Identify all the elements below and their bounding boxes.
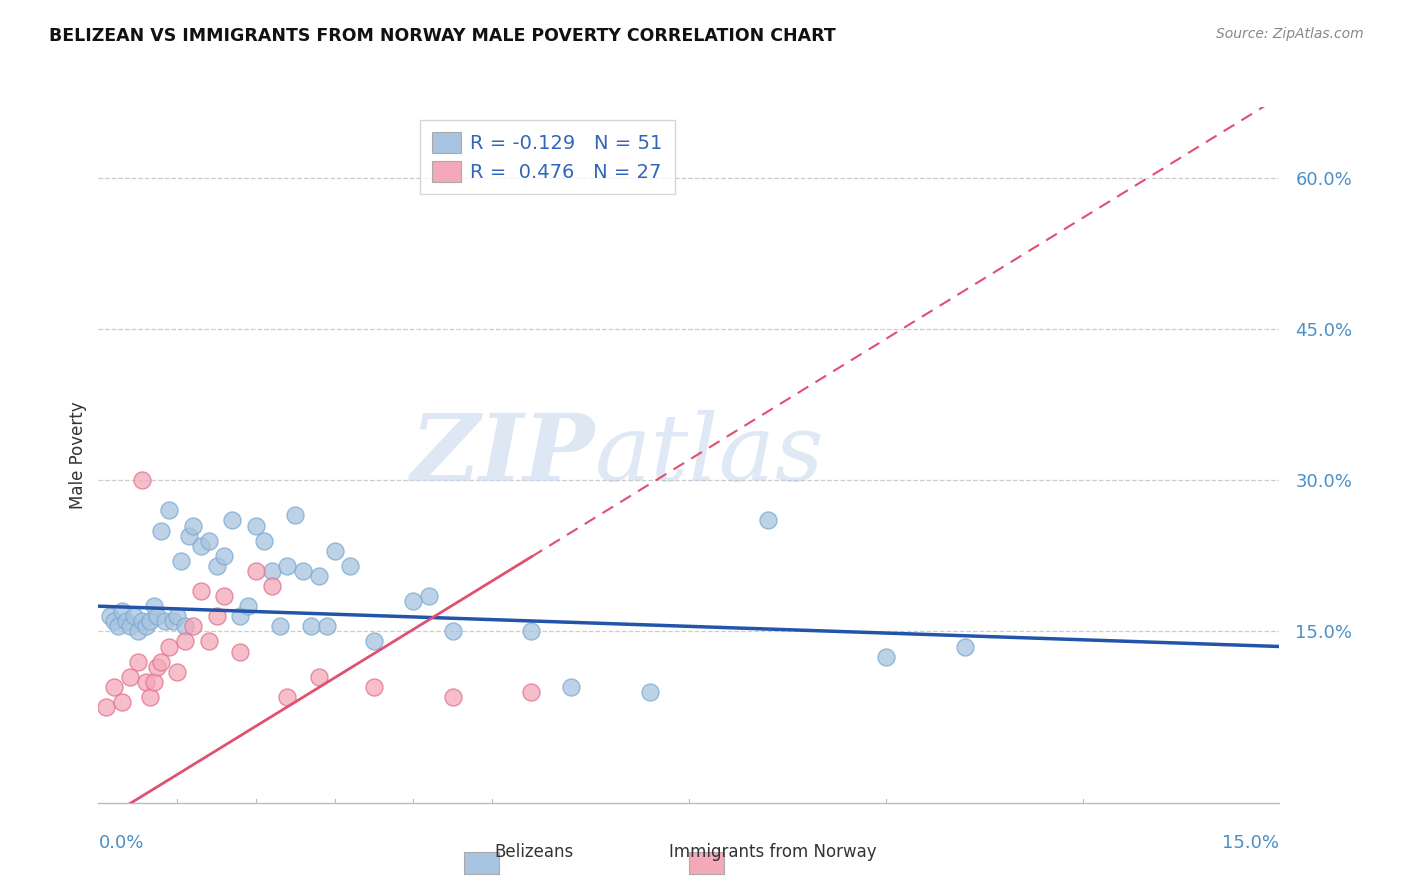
Text: 15.0%: 15.0% bbox=[1222, 834, 1279, 852]
Point bbox=[323, 543, 346, 558]
Point bbox=[402, 594, 425, 608]
Point bbox=[181, 518, 204, 533]
Point bbox=[253, 533, 276, 548]
Point bbox=[229, 609, 252, 624]
Point bbox=[205, 558, 228, 573]
Point bbox=[520, 685, 543, 699]
Point bbox=[441, 690, 464, 704]
Point bbox=[418, 589, 440, 603]
Text: Source: ZipAtlas.com: Source: ZipAtlas.com bbox=[1216, 27, 1364, 41]
Point bbox=[190, 584, 212, 599]
Point bbox=[98, 609, 121, 624]
Point bbox=[131, 615, 153, 629]
Text: atlas: atlas bbox=[595, 410, 824, 500]
Point bbox=[245, 564, 267, 578]
Point bbox=[135, 674, 157, 689]
Point bbox=[118, 619, 141, 633]
Point bbox=[292, 564, 315, 578]
Point bbox=[111, 604, 134, 618]
Point bbox=[205, 609, 228, 624]
Point bbox=[190, 539, 212, 553]
Point bbox=[138, 615, 160, 629]
Point bbox=[197, 634, 219, 648]
Point bbox=[150, 655, 173, 669]
Point bbox=[157, 640, 180, 654]
Point bbox=[363, 680, 385, 694]
Point bbox=[157, 503, 180, 517]
Point bbox=[520, 624, 543, 639]
Point bbox=[276, 558, 298, 573]
Point bbox=[127, 624, 149, 639]
Point bbox=[181, 619, 204, 633]
Point bbox=[363, 634, 385, 648]
Point bbox=[118, 670, 141, 684]
Point bbox=[260, 579, 283, 593]
Point bbox=[308, 569, 330, 583]
Point bbox=[122, 609, 145, 624]
Text: ZIP: ZIP bbox=[411, 410, 595, 500]
Point bbox=[638, 685, 661, 699]
Point bbox=[299, 619, 322, 633]
Text: Belizeans: Belizeans bbox=[495, 843, 574, 861]
Point bbox=[284, 508, 307, 523]
Point bbox=[170, 554, 193, 568]
Point bbox=[339, 558, 361, 573]
Point bbox=[308, 670, 330, 684]
Point bbox=[142, 599, 165, 614]
Point bbox=[135, 619, 157, 633]
Point bbox=[115, 615, 138, 629]
Point bbox=[560, 680, 582, 694]
Point bbox=[177, 528, 200, 542]
Text: 0.0%: 0.0% bbox=[98, 834, 143, 852]
Point bbox=[315, 619, 337, 633]
Point bbox=[245, 518, 267, 533]
Point bbox=[174, 634, 197, 648]
Point bbox=[441, 624, 464, 639]
Point bbox=[756, 513, 779, 527]
Text: Immigrants from Norway: Immigrants from Norway bbox=[669, 843, 877, 861]
Point bbox=[111, 695, 134, 709]
Point bbox=[103, 615, 125, 629]
Point bbox=[166, 609, 188, 624]
Point bbox=[197, 533, 219, 548]
Y-axis label: Male Poverty: Male Poverty bbox=[69, 401, 87, 508]
Point bbox=[276, 690, 298, 704]
Point bbox=[103, 680, 125, 694]
Point bbox=[236, 599, 259, 614]
Point bbox=[229, 644, 252, 658]
Point bbox=[214, 549, 236, 563]
Point bbox=[174, 619, 197, 633]
Point bbox=[96, 700, 118, 714]
Point bbox=[142, 674, 165, 689]
Point bbox=[150, 524, 173, 538]
Point bbox=[260, 564, 283, 578]
Point bbox=[146, 609, 169, 624]
Point bbox=[155, 615, 177, 629]
Point bbox=[166, 665, 188, 679]
Point bbox=[953, 640, 976, 654]
Point bbox=[146, 659, 169, 673]
Point bbox=[138, 690, 160, 704]
Point bbox=[127, 655, 149, 669]
Legend: R = -0.129   N = 51, R =  0.476   N = 27: R = -0.129 N = 51, R = 0.476 N = 27 bbox=[420, 120, 675, 194]
Point bbox=[107, 619, 129, 633]
Text: BELIZEAN VS IMMIGRANTS FROM NORWAY MALE POVERTY CORRELATION CHART: BELIZEAN VS IMMIGRANTS FROM NORWAY MALE … bbox=[49, 27, 837, 45]
Point bbox=[214, 589, 236, 603]
Point bbox=[221, 513, 243, 527]
Point bbox=[162, 615, 184, 629]
Point bbox=[131, 473, 153, 487]
Point bbox=[269, 619, 291, 633]
Point bbox=[875, 649, 897, 664]
